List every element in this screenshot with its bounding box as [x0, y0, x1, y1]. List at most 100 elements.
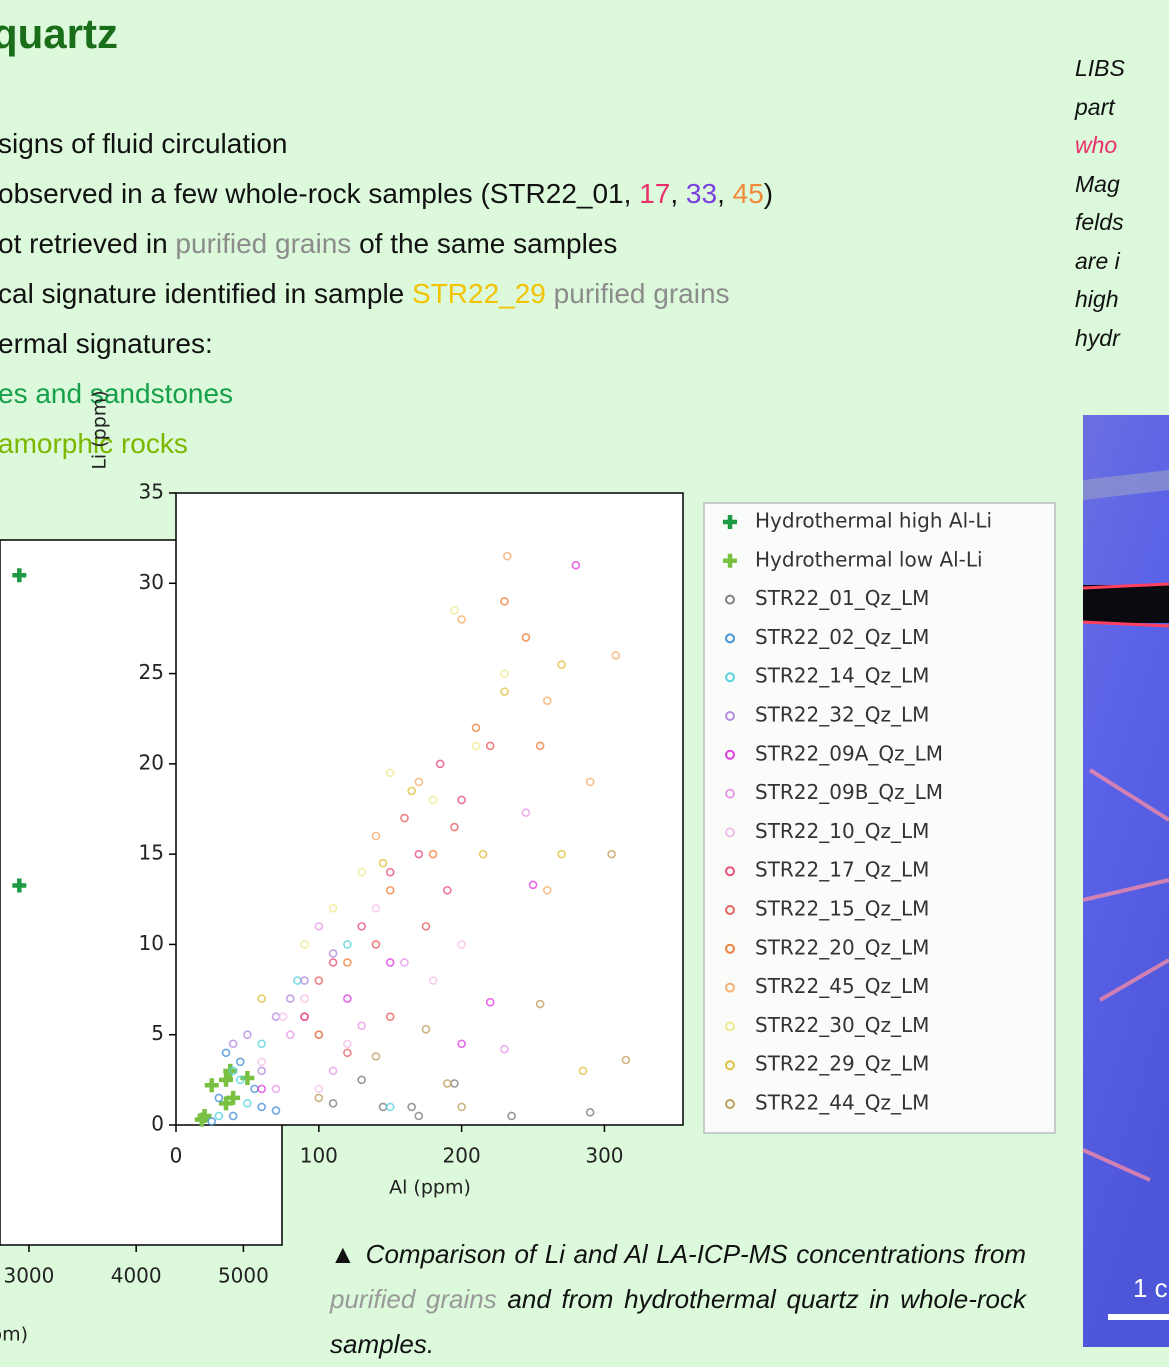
text-segment: ermal signatures: [0, 328, 213, 359]
point [503, 551, 512, 561]
point [300, 976, 309, 985]
legend-label: STR22_01_Qz_LM [755, 586, 929, 610]
point [385, 768, 395, 778]
point [457, 615, 466, 624]
text-segment: ▲ Comparison of Li and Al LA-ICP-MS conc… [330, 1239, 1026, 1269]
side-line: Mag [1075, 171, 1120, 198]
cross-point [12, 568, 27, 583]
side-line: who [1075, 132, 1117, 159]
point [385, 885, 395, 895]
point [328, 949, 338, 958]
point [543, 885, 552, 895]
point [257, 1102, 266, 1112]
bullet-line: amorphic rocks [0, 428, 188, 460]
point [378, 858, 388, 868]
point [457, 1102, 466, 1112]
legend-label: STR22_17_Qz_LM [755, 858, 929, 882]
x-tick-label: 4000 [111, 1264, 162, 1288]
point [500, 687, 509, 696]
legend-marker [725, 943, 735, 954]
point [585, 1108, 595, 1117]
cross-point [12, 878, 27, 893]
text-segment: felds [1075, 209, 1124, 235]
point [343, 1039, 352, 1049]
legend-marker [723, 515, 737, 529]
point [357, 867, 366, 877]
point [371, 940, 381, 949]
point [314, 1093, 324, 1103]
point [535, 741, 545, 751]
point [207, 1117, 217, 1126]
point [214, 1111, 224, 1121]
text-segment: es and sandstones [0, 378, 234, 409]
point [385, 1012, 395, 1021]
point [407, 1102, 416, 1112]
x-tick-label: 5000 [218, 1264, 269, 1288]
point [235, 1057, 245, 1067]
side-line: part [1075, 94, 1115, 121]
point [507, 1111, 516, 1121]
y-tick-label: 10 [139, 931, 164, 955]
point [371, 904, 381, 913]
point [571, 560, 581, 570]
x-tick-label: 3000 [3, 1264, 54, 1288]
text-segment: STR22_29 [412, 278, 546, 309]
point [428, 849, 438, 859]
text-segment: are i [1075, 247, 1120, 274]
text-segment: purified grains [175, 228, 352, 259]
point [557, 849, 566, 859]
side-line: hydr [1075, 325, 1120, 352]
text-segment: purified grains [330, 1284, 497, 1314]
y-tick-label: 0 [151, 1112, 164, 1136]
point [271, 1106, 281, 1115]
legend-label: STR22_30_Qz_LM [755, 1013, 929, 1037]
point [371, 831, 381, 841]
legend-marker [725, 905, 735, 915]
legend-marker [725, 866, 735, 877]
photo: 1 c [1082, 415, 1169, 1347]
text-segment: and from hydrothermal quartz in whole-ro… [330, 1284, 1026, 1359]
legend-label: Hydrothermal high Al-Li [755, 509, 992, 533]
point [228, 1039, 238, 1049]
y-tick-label: 15 [139, 841, 164, 865]
point [414, 849, 424, 859]
text-segment: ) [763, 178, 774, 209]
text-segment: , [670, 178, 686, 209]
text-segment: amorphic rocks [0, 428, 188, 459]
y-tick-label: 25 [139, 660, 164, 684]
point [578, 1066, 588, 1076]
point [243, 1030, 252, 1040]
point [328, 904, 338, 913]
point [228, 1066, 238, 1076]
legend-marker [725, 672, 735, 683]
bullet-line: signs of fluid circulation [0, 128, 287, 160]
point [385, 867, 395, 877]
point [443, 1079, 452, 1088]
x-tick-label: 200 [443, 1144, 481, 1168]
text-segment: 45 [732, 178, 764, 209]
text-segment: ot retrieved in [0, 228, 176, 259]
bullet-line: cal signature identified in sample STR22… [0, 278, 730, 310]
point [450, 606, 459, 615]
legend-marker [725, 1099, 735, 1109]
point [500, 597, 509, 606]
bullet-line: ermal signatures: [0, 328, 213, 360]
y-axis-label: Li (ppm) [89, 390, 111, 469]
point [343, 994, 352, 1003]
legend-label: STR22_02_Qz_LM [755, 625, 929, 649]
legend-marker [725, 633, 735, 644]
point [485, 997, 495, 1007]
x-axis-label: Al (ppm) [389, 1177, 471, 1199]
legend-label: STR22_09A_Qz_LM [755, 741, 943, 765]
x-axis-label: Al (ppm) [0, 1324, 28, 1346]
legend-label: STR22_15_Qz_LM [755, 897, 929, 921]
point [271, 1084, 281, 1094]
point [343, 1048, 352, 1058]
point [557, 660, 566, 669]
point [235, 1075, 245, 1085]
legend-marker [725, 982, 735, 993]
y-tick-label: 20 [139, 750, 164, 774]
text-segment: 33 [685, 178, 718, 209]
